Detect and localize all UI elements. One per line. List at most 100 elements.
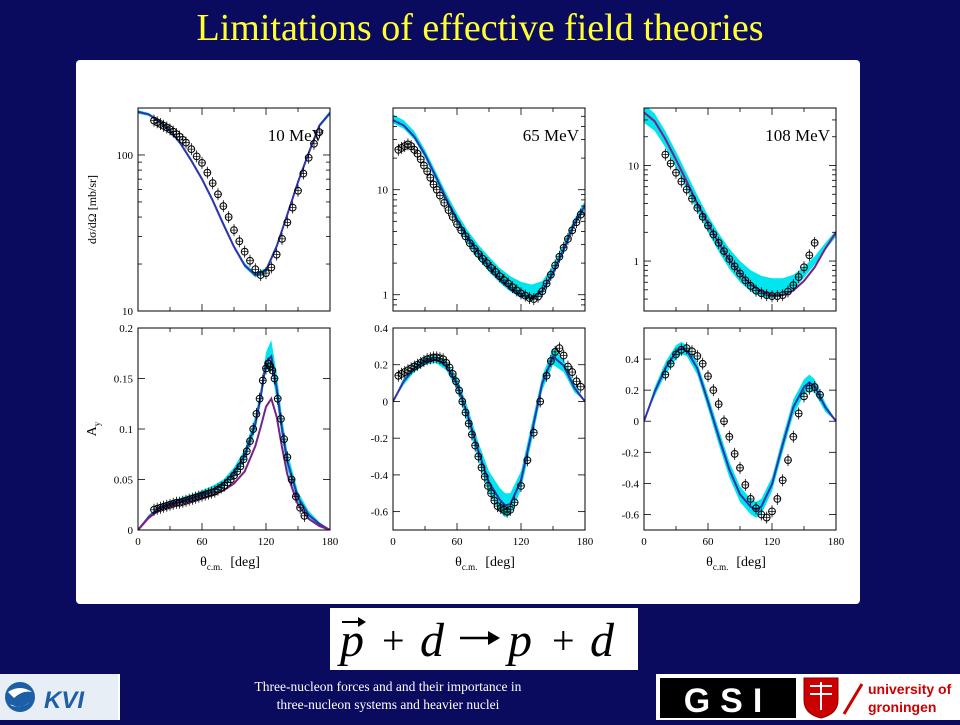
point-marker — [564, 235, 572, 243]
data-point — [262, 267, 270, 280]
data-point — [273, 392, 282, 405]
point-marker — [661, 370, 670, 379]
point-marker — [720, 247, 728, 256]
data-point — [546, 268, 555, 281]
y-tick-label: 0.2 — [374, 360, 388, 372]
point-marker — [551, 261, 560, 270]
point-marker — [784, 456, 792, 464]
data-point — [564, 360, 572, 373]
data-point — [693, 201, 702, 214]
data-point — [746, 492, 755, 505]
point-marker — [280, 435, 289, 444]
data-point — [568, 224, 577, 237]
data-point — [778, 289, 787, 302]
point-marker — [572, 377, 581, 386]
point-marker — [794, 409, 803, 418]
point-marker — [805, 384, 814, 393]
data-point — [720, 415, 728, 428]
point-marker — [576, 382, 585, 391]
data-point — [487, 487, 496, 500]
point-marker — [789, 281, 798, 290]
data-point — [564, 232, 572, 245]
panel-cs-10: 10 100 10 MeV dσ/dΩ [mb/sr] — [85, 107, 331, 318]
polarized-arrow-icon — [342, 617, 366, 627]
y-axis-label: Ay — [85, 421, 102, 436]
data-point — [304, 151, 313, 164]
data-point — [423, 165, 432, 178]
point-marker — [246, 256, 254, 265]
point-marker — [725, 255, 734, 263]
data-point — [666, 357, 675, 370]
data-point — [768, 505, 776, 518]
data-point — [236, 460, 245, 473]
groningen-line-1: university of — [868, 681, 952, 697]
point-marker — [736, 269, 744, 278]
plot-area-ay-65 — [393, 342, 585, 518]
data-point — [258, 374, 267, 387]
data-point — [296, 501, 305, 514]
y-tick-label: -0.6 — [622, 509, 640, 521]
data-point — [778, 474, 787, 487]
point-marker — [741, 276, 750, 285]
energy-label: 108 MeV — [765, 126, 830, 145]
point-marker — [730, 262, 739, 271]
data-point — [448, 367, 457, 380]
point-marker — [778, 291, 787, 300]
plot-area-cs-65 — [393, 114, 585, 306]
point-marker — [746, 495, 755, 503]
figure-plots: 10 100 10 MeV dσ/dΩ [mb/sr] 1 10 65 MeV 1 10 108 … — [85, 107, 845, 572]
data-point — [789, 430, 798, 443]
data-point — [789, 279, 798, 292]
gsi-logo-text: GSI — [684, 682, 773, 720]
data-point — [746, 279, 755, 292]
point-marker — [288, 203, 297, 212]
x-axis-label: θc.m. [deg] — [200, 555, 260, 572]
data-point — [240, 245, 249, 258]
data-point — [576, 380, 585, 393]
point-marker — [287, 475, 296, 484]
point-marker — [294, 186, 302, 195]
point-marker — [542, 279, 551, 288]
data-point — [246, 435, 254, 448]
point-marker — [461, 408, 470, 417]
point-marker — [741, 481, 750, 489]
y-tick-label: 0.2 — [625, 385, 639, 397]
data-point — [491, 265, 500, 278]
data-point — [458, 395, 467, 408]
point-marker — [693, 352, 702, 360]
data-point — [203, 166, 212, 179]
data-point — [300, 509, 309, 522]
data-point — [714, 398, 723, 411]
point-marker — [487, 489, 496, 498]
point-marker — [778, 476, 787, 485]
slide-title: Limitations of effective field theories — [196, 7, 764, 49]
point-marker — [805, 251, 814, 260]
x-axis-label-sub: c.m. — [462, 562, 478, 572]
y-tick-label: 10 — [122, 306, 134, 318]
point-marker — [495, 272, 504, 281]
point-marker — [572, 218, 581, 227]
y-axis-label-main: A — [85, 425, 100, 436]
data-point — [251, 263, 260, 276]
point-marker — [474, 452, 483, 461]
point-marker — [677, 177, 686, 186]
data-point — [752, 502, 760, 515]
point-marker — [538, 287, 547, 296]
figure-panel: 10 100 10 MeV dσ/dΩ [mb/sr] 1 10 65 MeV 1 10 108 … — [76, 60, 860, 604]
data-point — [534, 290, 542, 303]
point-marker — [762, 513, 771, 522]
point-marker — [296, 503, 305, 512]
data-point — [182, 136, 190, 149]
point-marker — [542, 371, 551, 380]
data-point — [504, 277, 513, 290]
point-marker — [714, 238, 723, 247]
plot-area-ay-108 — [644, 342, 836, 524]
point-marker — [709, 230, 718, 239]
data-point — [208, 177, 217, 190]
data-point — [239, 453, 248, 466]
data-point — [661, 368, 670, 381]
data-point — [495, 270, 504, 283]
panel-cs-65: 1 10 65 MeV — [377, 107, 586, 312]
data-point — [299, 167, 308, 180]
reaction-d1: d — [420, 614, 445, 667]
